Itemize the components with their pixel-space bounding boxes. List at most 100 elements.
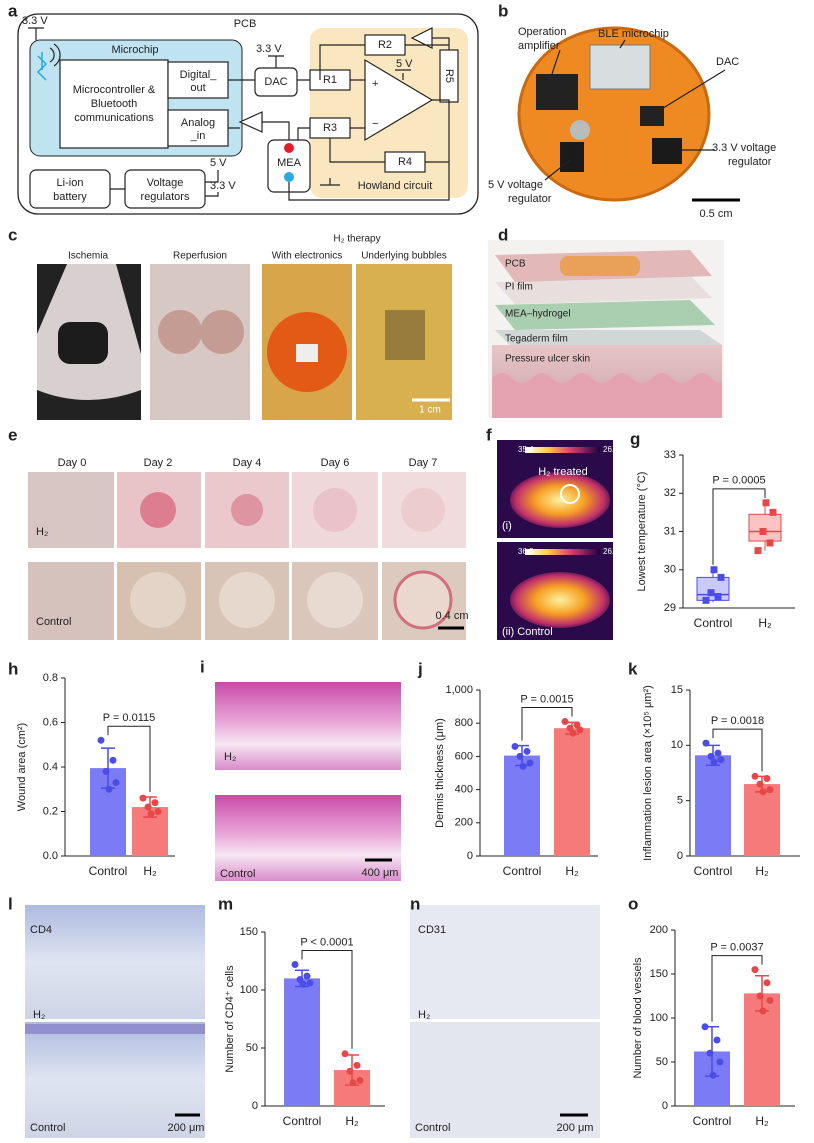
data-point <box>769 508 777 516</box>
data-point <box>105 785 113 793</box>
y-axis-label: Wound area (cm²) <box>16 723 28 811</box>
y-tick-label: 400 <box>455 784 473 796</box>
label: Pressure ulcer skin <box>505 354 590 365</box>
label: H₂ therapy <box>333 234 380 245</box>
data-point <box>303 972 311 980</box>
x-tick-label: H₂ <box>565 864 579 878</box>
significance-bracket <box>521 707 573 741</box>
label: H₂ <box>36 526 48 538</box>
label: 3.3 V <box>210 180 236 192</box>
y-tick-label: 0.2 <box>43 805 58 817</box>
label: Control <box>30 1122 65 1134</box>
bar <box>695 755 731 856</box>
label: communications <box>74 112 154 124</box>
data-point <box>346 1067 354 1075</box>
label: Howland circuit <box>358 180 433 192</box>
label: 200 μm <box>168 1122 205 1134</box>
y-tick-label: 0.0 <box>43 850 58 862</box>
data-point <box>756 992 764 1000</box>
bar <box>504 755 540 856</box>
label: 3.3 V <box>22 15 48 27</box>
data-point <box>291 960 299 968</box>
label: Operation <box>518 26 566 38</box>
data-point <box>139 794 147 802</box>
data-point <box>717 573 725 581</box>
data-point <box>516 752 524 760</box>
data-point <box>144 803 152 811</box>
data-point <box>353 1061 361 1069</box>
data-point <box>716 1058 724 1066</box>
label: PI film <box>505 282 533 293</box>
y-tick-label: 31 <box>664 525 676 537</box>
panel-label: k <box>628 659 638 678</box>
ihc-images <box>25 905 600 1138</box>
y-tick-label: 100 <box>240 984 258 996</box>
data-point <box>763 979 771 987</box>
label: CD31 <box>418 924 446 936</box>
label: BLE microchip <box>598 28 669 40</box>
label: 400 μm <box>362 867 399 879</box>
data-point <box>356 1076 364 1084</box>
significance-bracket <box>301 949 353 1049</box>
thermal-images <box>497 440 613 640</box>
label: Day 6 <box>321 457 350 469</box>
data-point <box>154 808 162 815</box>
label: R2 <box>378 39 392 51</box>
panel-label: o <box>628 894 638 913</box>
label: Microcontroller & <box>73 84 156 96</box>
panel-label: g <box>630 429 640 448</box>
label: Voltage <box>147 177 184 189</box>
label: 200 μm <box>557 1122 594 1134</box>
label: Li-ion <box>57 177 84 189</box>
data-point <box>707 752 715 760</box>
y-tick-label: 800 <box>455 717 473 729</box>
data-point <box>759 788 767 796</box>
label: Control <box>220 868 255 880</box>
data-point <box>526 759 534 767</box>
data-point <box>766 786 774 794</box>
y-tick-label: 33 <box>664 449 676 461</box>
p-value: P < 0.0001 <box>300 936 353 948</box>
bar <box>744 784 780 856</box>
label: With electronics <box>272 251 343 262</box>
label: Day 4 <box>233 457 262 469</box>
y-tick-label: 100 <box>650 1012 668 1024</box>
label: H₂ treated <box>538 466 588 478</box>
label: R5 <box>443 69 455 83</box>
significance-bracket <box>712 728 763 772</box>
x-tick-label: H₂ <box>755 1114 769 1128</box>
label: MEA–hydrogel <box>505 309 571 320</box>
data-point <box>702 596 710 604</box>
y-tick-label: 0 <box>467 850 473 862</box>
wound-photos <box>28 472 466 640</box>
p-value: P = 0.0018 <box>711 715 764 727</box>
data-point <box>511 742 519 750</box>
data-point <box>306 979 314 987</box>
label: 3.3 V <box>256 43 282 55</box>
data-point <box>102 767 110 775</box>
data-point <box>523 747 531 755</box>
label: PCB <box>234 18 257 30</box>
data-point <box>763 775 771 783</box>
label: 5 V voltage <box>488 179 543 191</box>
y-tick-label: 200 <box>455 817 473 829</box>
layer-diagram <box>488 240 724 418</box>
data-point <box>709 1071 717 1079</box>
data-point <box>714 593 722 601</box>
data-point <box>707 589 715 597</box>
label: H₂ <box>33 1009 45 1021</box>
label: 0.4 cm <box>435 610 468 622</box>
device-photo <box>517 26 740 202</box>
label: 3.3 V voltage <box>712 142 776 154</box>
label: regulator <box>728 156 772 168</box>
data-point <box>561 718 569 726</box>
panel-label: j <box>417 659 423 678</box>
x-tick-label: Control <box>283 1114 322 1128</box>
data-point <box>341 1050 349 1058</box>
y-tick-label: 15 <box>671 684 683 696</box>
label: Day 0 <box>58 457 87 469</box>
label: Microchip <box>111 44 158 56</box>
p-value: P = 0.0005 <box>712 475 765 487</box>
label: CD4 <box>30 924 52 936</box>
